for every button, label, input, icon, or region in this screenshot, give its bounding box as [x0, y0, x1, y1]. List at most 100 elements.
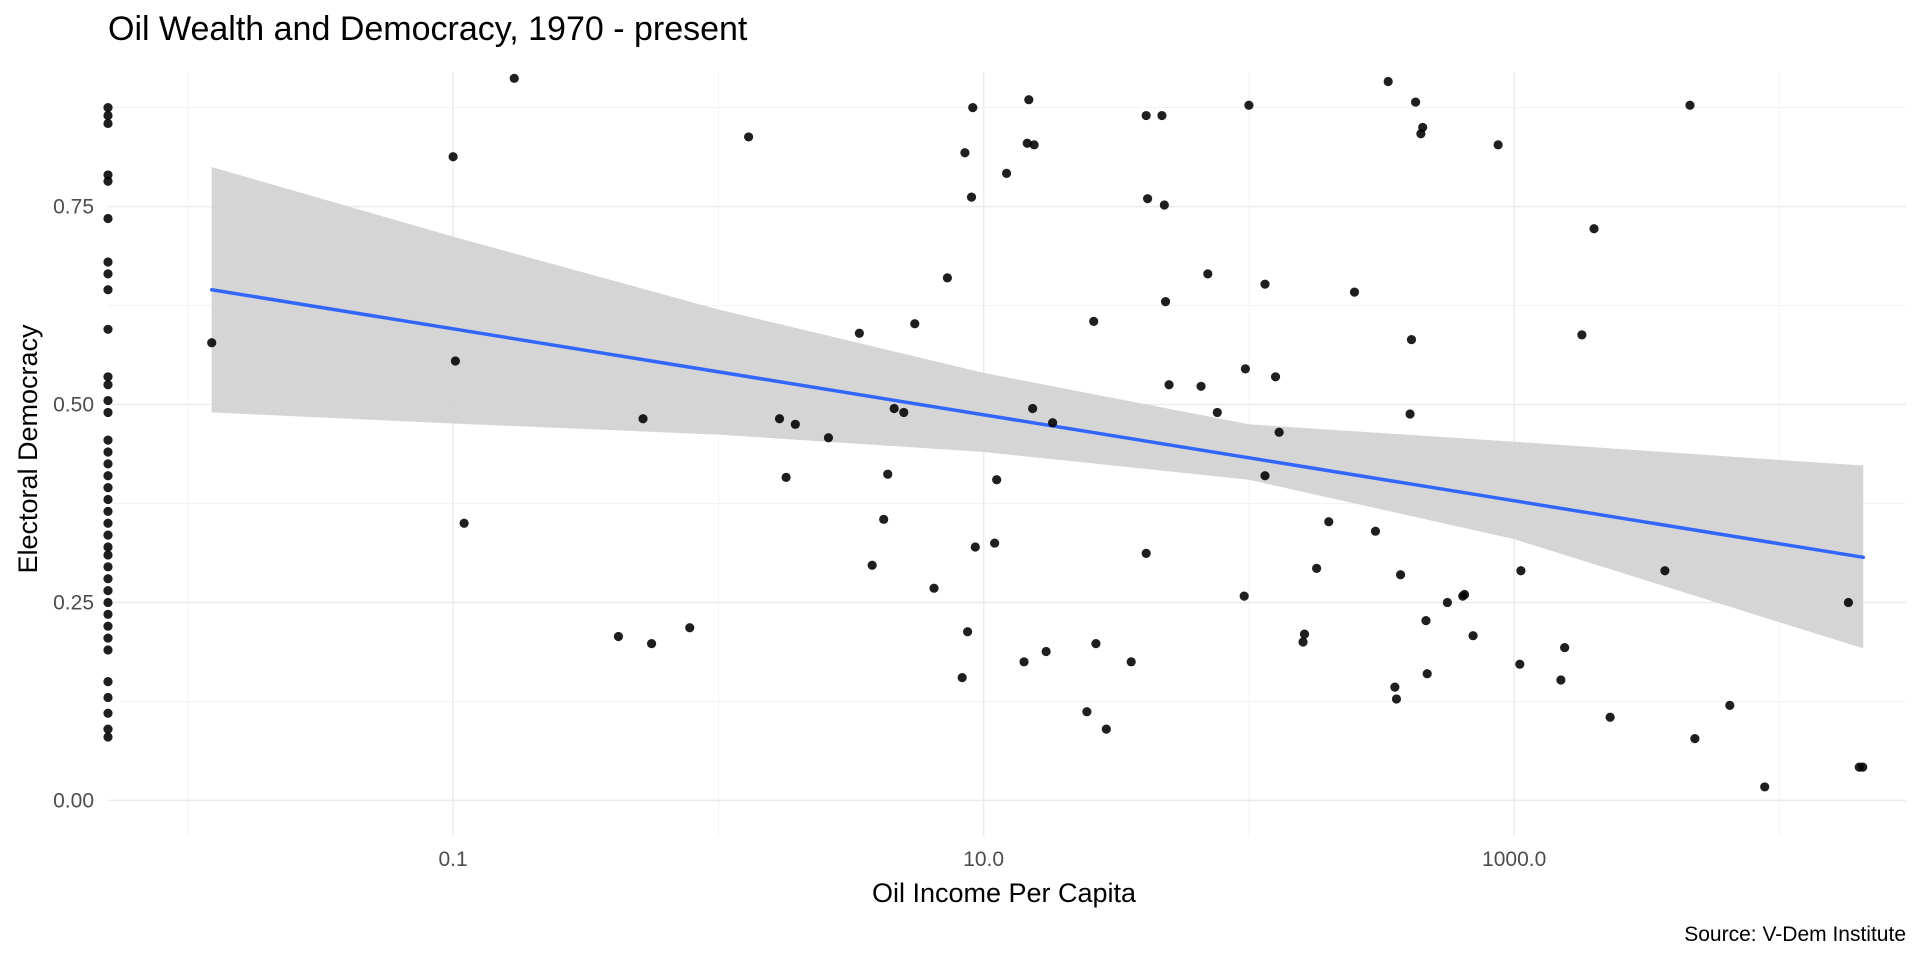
data-point	[103, 518, 113, 528]
data-point	[1391, 694, 1402, 704]
data-point	[103, 380, 113, 390]
data-point	[103, 213, 113, 224]
data-point	[103, 324, 113, 334]
data-point	[1406, 334, 1417, 345]
trend-line-layer	[209, 287, 1866, 560]
data-point	[899, 407, 909, 418]
data-point	[459, 518, 469, 528]
data-point	[103, 585, 113, 596]
data-point	[992, 475, 1002, 485]
data-point	[103, 633, 113, 643]
data-point	[1349, 287, 1360, 297]
data-point	[1418, 122, 1428, 133]
data-point	[1029, 140, 1039, 150]
data-point	[638, 414, 648, 424]
data-point	[646, 639, 657, 649]
y-axis-title: Electoral Democracy	[13, 324, 43, 574]
confidence-band	[211, 167, 1864, 649]
y-tick-label: 0.75	[53, 196, 94, 219]
data-point	[1383, 76, 1393, 87]
data-point	[1160, 296, 1171, 307]
data-point	[1203, 269, 1213, 279]
data-point	[207, 338, 217, 348]
x-axis-title: Oil Income Per Capita	[872, 878, 1137, 908]
data-point	[1159, 200, 1169, 210]
data-point	[1422, 669, 1432, 679]
data-point	[1260, 279, 1270, 289]
data-point	[966, 192, 977, 202]
data-point	[1459, 589, 1470, 600]
data-point	[103, 542, 113, 552]
data-point	[970, 542, 980, 552]
data-point	[889, 403, 899, 414]
data-point	[103, 435, 113, 445]
data-point	[1274, 427, 1284, 437]
x-tick-label: 0.1	[439, 848, 468, 871]
data-point	[1101, 724, 1111, 734]
data-point	[1164, 380, 1174, 390]
data-point	[1196, 381, 1206, 391]
data-point	[1725, 700, 1735, 710]
data-point	[1843, 597, 1854, 608]
data-point	[744, 132, 754, 142]
data-point	[790, 419, 800, 429]
y-axis-ticks: 0.00 0.25 0.50 0.75	[53, 196, 94, 813]
data-point	[613, 631, 624, 642]
data-point	[103, 395, 113, 406]
data-point	[1589, 224, 1599, 234]
data-point	[1516, 566, 1526, 576]
y-tick-label: 0.25	[53, 591, 94, 614]
data-point	[685, 623, 695, 633]
data-point	[103, 609, 113, 619]
data-point	[103, 118, 113, 129]
data-point	[1298, 637, 1308, 647]
data-point	[103, 459, 113, 469]
data-point	[960, 148, 970, 158]
data-point	[1685, 100, 1695, 110]
data-point	[1410, 97, 1421, 107]
data-point	[1157, 110, 1167, 121]
data-point	[103, 550, 113, 560]
data-point	[1089, 316, 1099, 326]
data-point	[910, 319, 920, 329]
data-point	[1048, 418, 1058, 428]
data-point	[929, 583, 939, 593]
data-point	[103, 285, 113, 295]
chart-caption: Source: V-Dem Institute	[1684, 923, 1906, 946]
data-point	[1493, 140, 1503, 150]
data-point	[1858, 762, 1868, 772]
x-tick-label: 10.0	[963, 848, 1004, 871]
data-point	[103, 506, 113, 516]
data-point	[1028, 403, 1038, 414]
data-point	[103, 483, 113, 493]
data-point	[103, 471, 113, 481]
data-point	[1022, 138, 1032, 148]
data-point	[1312, 563, 1322, 574]
data-point	[1468, 631, 1478, 641]
data-point	[103, 597, 113, 608]
data-point	[774, 414, 785, 424]
data-point	[1405, 409, 1415, 419]
data-point	[1141, 110, 1151, 121]
data-point	[823, 433, 834, 443]
data-point	[1556, 675, 1566, 685]
data-points	[103, 73, 1868, 792]
data-point	[1041, 646, 1051, 657]
data-point	[1421, 616, 1431, 626]
data-point	[103, 407, 113, 418]
y-tick-label: 0.00	[53, 789, 94, 812]
data-point	[854, 328, 864, 338]
data-point	[1395, 570, 1406, 580]
data-point	[509, 73, 519, 83]
data-point	[103, 677, 113, 687]
data-point	[1212, 407, 1222, 418]
data-point	[1244, 100, 1254, 110]
data-point	[1024, 95, 1034, 105]
data-point	[1560, 642, 1570, 653]
data-point	[103, 372, 113, 382]
data-point	[103, 110, 113, 121]
data-point	[103, 645, 113, 655]
data-point	[1260, 471, 1270, 481]
